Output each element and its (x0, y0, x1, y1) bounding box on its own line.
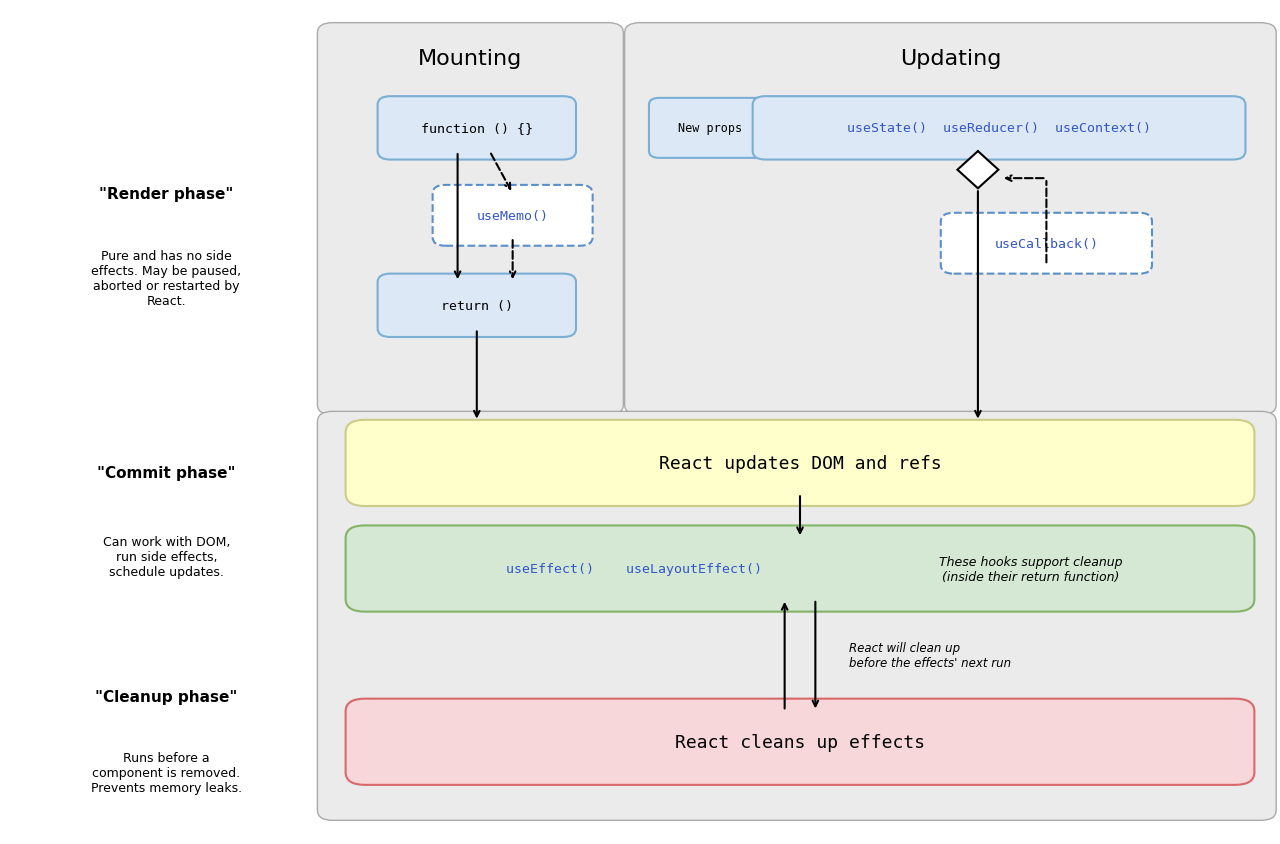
Text: useEffect()    useLayoutEffect(): useEffect() useLayoutEffect() (506, 562, 762, 576)
Text: useState()  useReducer()  useContext(): useState() useReducer() useContext() (847, 122, 1151, 135)
FancyBboxPatch shape (649, 99, 772, 159)
Text: "Render phase": "Render phase" (100, 187, 233, 202)
Text: These hooks support cleanup
(inside their return function): These hooks support cleanup (inside thei… (938, 555, 1123, 583)
FancyBboxPatch shape (317, 412, 1276, 820)
FancyBboxPatch shape (346, 526, 1254, 612)
Polygon shape (957, 152, 998, 189)
Text: Can work with DOM,
run side effects,
schedule updates.: Can work with DOM, run side effects, sch… (102, 536, 230, 578)
Text: useCallback(): useCallback() (995, 237, 1098, 251)
FancyBboxPatch shape (346, 699, 1254, 785)
Text: Updating: Updating (900, 49, 1001, 69)
FancyBboxPatch shape (346, 420, 1254, 506)
FancyBboxPatch shape (941, 214, 1152, 274)
Text: React cleans up effects: React cleans up effects (675, 733, 925, 751)
Text: function () {}: function () {} (421, 122, 532, 135)
Text: Runs before a
component is removed.
Prevents memory leaks.: Runs before a component is removed. Prev… (91, 751, 242, 793)
Text: React will clean up
before the effects' next run: React will clean up before the effects' … (849, 641, 1011, 669)
FancyBboxPatch shape (378, 274, 576, 338)
Text: Mounting: Mounting (419, 49, 522, 69)
FancyBboxPatch shape (625, 24, 1276, 415)
FancyBboxPatch shape (433, 186, 593, 246)
FancyBboxPatch shape (753, 97, 1245, 160)
Text: "Cleanup phase": "Cleanup phase" (95, 689, 238, 704)
Text: New props: New props (678, 122, 742, 135)
Text: Pure and has no side
effects. May be paused,
aborted or restarted by
React.: Pure and has no side effects. May be pau… (91, 250, 242, 307)
Text: return (): return () (440, 300, 513, 312)
Text: "Commit phase": "Commit phase" (97, 465, 236, 480)
Text: useMemo(): useMemo() (476, 209, 549, 223)
FancyBboxPatch shape (317, 24, 623, 415)
Text: React updates DOM and refs: React updates DOM and refs (659, 454, 941, 473)
FancyBboxPatch shape (378, 97, 576, 160)
